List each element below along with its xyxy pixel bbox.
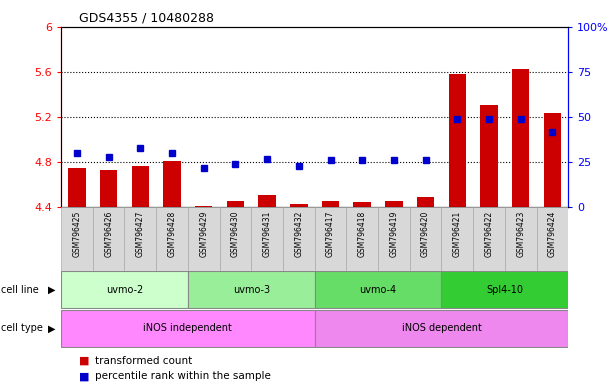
- FancyBboxPatch shape: [346, 207, 378, 271]
- Text: GSM796426: GSM796426: [104, 210, 113, 257]
- FancyBboxPatch shape: [156, 207, 188, 271]
- Text: GSM796423: GSM796423: [516, 210, 525, 257]
- Text: GSM796424: GSM796424: [548, 210, 557, 257]
- FancyBboxPatch shape: [251, 207, 283, 271]
- FancyBboxPatch shape: [315, 271, 441, 308]
- Bar: [195, 206, 213, 207]
- Text: GDS4355 / 10480288: GDS4355 / 10480288: [79, 12, 214, 25]
- Text: uvmo-3: uvmo-3: [233, 285, 270, 295]
- Text: GSM796420: GSM796420: [421, 210, 430, 257]
- Bar: [544, 113, 561, 207]
- FancyBboxPatch shape: [441, 271, 568, 308]
- Bar: [258, 195, 276, 207]
- Text: uvmo-4: uvmo-4: [359, 285, 397, 295]
- Text: Spl4-10: Spl4-10: [486, 285, 524, 295]
- Text: GSM796431: GSM796431: [263, 210, 272, 257]
- Text: percentile rank within the sample: percentile rank within the sample: [95, 371, 271, 381]
- Bar: [68, 168, 86, 207]
- FancyBboxPatch shape: [61, 271, 188, 308]
- FancyBboxPatch shape: [283, 207, 315, 271]
- Text: transformed count: transformed count: [95, 356, 192, 366]
- FancyBboxPatch shape: [410, 207, 441, 271]
- Text: uvmo-2: uvmo-2: [106, 285, 143, 295]
- Bar: [385, 200, 403, 207]
- Bar: [100, 170, 117, 207]
- FancyBboxPatch shape: [473, 207, 505, 271]
- Bar: [354, 202, 371, 207]
- Text: GSM796432: GSM796432: [295, 210, 303, 257]
- Text: cell line: cell line: [1, 285, 38, 295]
- FancyBboxPatch shape: [93, 207, 125, 271]
- FancyBboxPatch shape: [378, 207, 410, 271]
- Bar: [417, 197, 434, 207]
- Text: iNOS dependent: iNOS dependent: [401, 323, 481, 333]
- Text: GSM796429: GSM796429: [199, 210, 208, 257]
- Bar: [480, 105, 498, 207]
- Bar: [290, 204, 307, 207]
- Text: GSM796427: GSM796427: [136, 210, 145, 257]
- Text: iNOS independent: iNOS independent: [144, 323, 232, 333]
- FancyBboxPatch shape: [61, 310, 315, 347]
- Text: ■: ■: [79, 356, 90, 366]
- FancyBboxPatch shape: [441, 207, 473, 271]
- Text: GSM796425: GSM796425: [73, 210, 81, 257]
- Text: ▶: ▶: [48, 285, 56, 295]
- Text: GSM796428: GSM796428: [167, 210, 177, 257]
- Bar: [322, 200, 339, 207]
- FancyBboxPatch shape: [219, 207, 251, 271]
- FancyBboxPatch shape: [125, 207, 156, 271]
- Bar: [448, 74, 466, 207]
- Text: GSM796421: GSM796421: [453, 210, 462, 257]
- Bar: [163, 161, 181, 207]
- FancyBboxPatch shape: [188, 207, 219, 271]
- Bar: [512, 69, 529, 207]
- FancyBboxPatch shape: [188, 271, 315, 308]
- FancyBboxPatch shape: [315, 310, 568, 347]
- Text: GSM796418: GSM796418: [357, 210, 367, 257]
- Text: ▶: ▶: [48, 323, 56, 333]
- FancyBboxPatch shape: [61, 207, 93, 271]
- Text: ■: ■: [79, 371, 90, 381]
- FancyBboxPatch shape: [536, 207, 568, 271]
- FancyBboxPatch shape: [505, 207, 536, 271]
- Bar: [131, 166, 149, 207]
- FancyBboxPatch shape: [315, 207, 346, 271]
- Text: GSM796430: GSM796430: [231, 210, 240, 257]
- Text: cell type: cell type: [1, 323, 43, 333]
- Text: GSM796417: GSM796417: [326, 210, 335, 257]
- Text: GSM796419: GSM796419: [389, 210, 398, 257]
- Bar: [227, 200, 244, 207]
- Text: GSM796422: GSM796422: [485, 210, 494, 257]
